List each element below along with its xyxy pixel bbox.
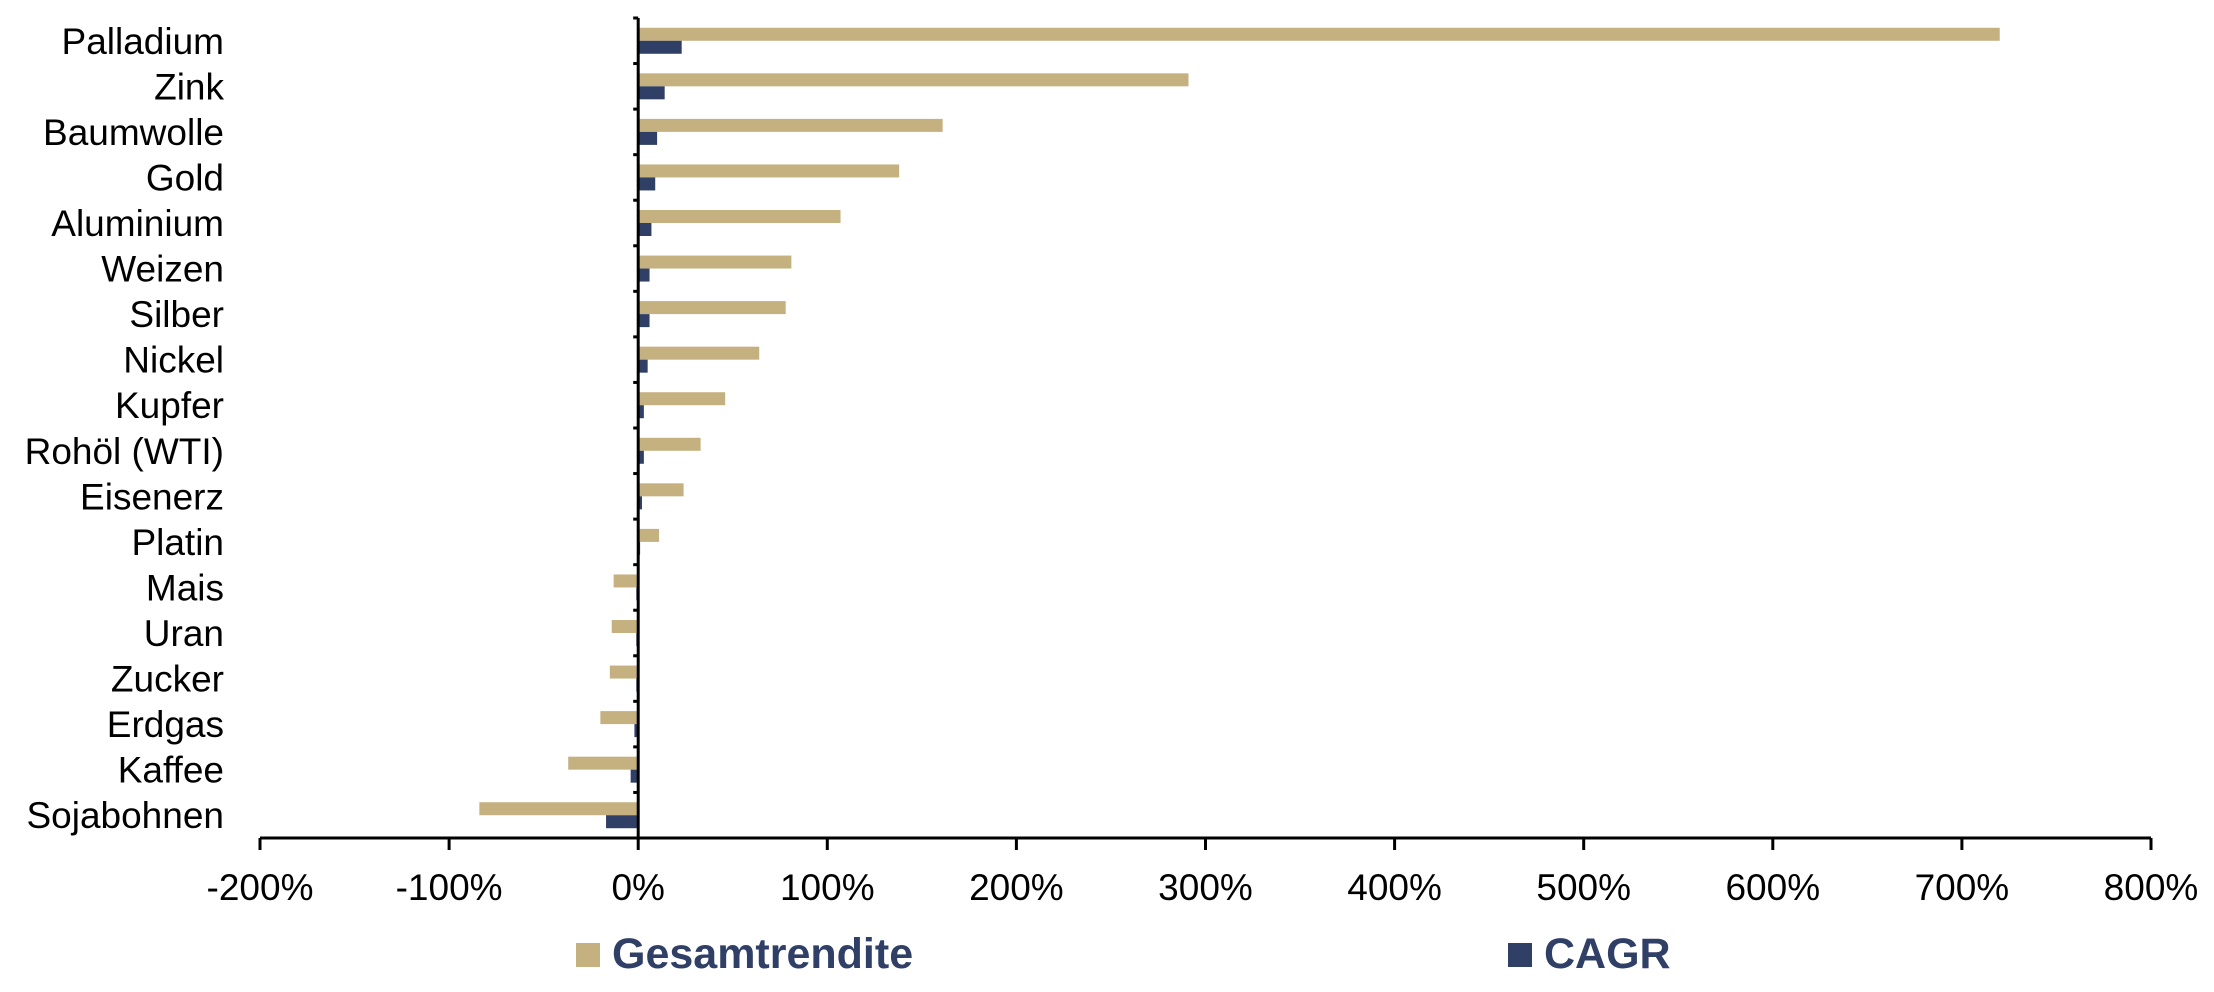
bar-gesamtrendite-16 bbox=[568, 756, 639, 770]
category-label: Mais bbox=[146, 567, 224, 608]
category-label: Sojabohnen bbox=[26, 795, 224, 836]
bar-cagr-17 bbox=[606, 815, 639, 829]
x-tick-labels: -200% -100% 0% 100% 200% 300% 400% 500% 600% 700%… bbox=[207, 867, 2199, 908]
category-label: Eisenerz bbox=[80, 476, 224, 517]
bar-gesamtrendite-11 bbox=[638, 528, 660, 542]
category-label: Zink bbox=[154, 66, 224, 107]
bar-gesamtrendite-7 bbox=[638, 346, 760, 360]
category-label: Kupfer bbox=[115, 385, 224, 426]
category-label: Uran bbox=[144, 613, 224, 654]
bar-cagr-3 bbox=[638, 177, 656, 191]
bar-gesamtrendite-4 bbox=[638, 210, 841, 223]
bar-cagr-1 bbox=[638, 86, 665, 100]
bar-cagr-10 bbox=[638, 496, 642, 510]
legend-swatch-gesamtrendite bbox=[576, 942, 600, 967]
x-tick-label: 600% bbox=[1725, 867, 1820, 908]
bar-gesamtrendite-3 bbox=[638, 164, 900, 178]
bar-gesamtrendite-17 bbox=[479, 802, 639, 816]
x-tick-label: 400% bbox=[1347, 867, 1442, 908]
bar-gesamtrendite-10 bbox=[638, 483, 684, 497]
category-label: Weizen bbox=[101, 249, 224, 290]
bar-gesamtrendite-14 bbox=[609, 665, 639, 679]
category-label: Palladium bbox=[62, 21, 224, 62]
bar-gesamtrendite-9 bbox=[638, 437, 701, 451]
legend-swatch-cagr bbox=[1508, 942, 1532, 967]
bar-gesamtrendite-2 bbox=[638, 118, 943, 132]
bar-cagr-6 bbox=[638, 314, 650, 328]
category-label: Kaffee bbox=[118, 750, 224, 791]
bar-cagr-5 bbox=[638, 268, 650, 282]
category-label: Silber bbox=[129, 294, 224, 335]
category-label: Nickel bbox=[123, 340, 224, 381]
x-tick-label: 300% bbox=[1158, 867, 1253, 908]
bars-group bbox=[479, 27, 2000, 829]
bar-gesamtrendite-6 bbox=[638, 301, 786, 315]
x-tick-label: 700% bbox=[1915, 867, 2010, 908]
legend-item-cagr: CAGR bbox=[1508, 930, 1671, 979]
category-label: Zucker bbox=[111, 659, 224, 700]
bar-gesamtrendite-0 bbox=[638, 27, 2000, 41]
legend-item-gesamtrendite: Gesamtrendite bbox=[576, 930, 913, 979]
bar-cagr-0 bbox=[638, 40, 682, 54]
bar-gesamtrendite-13 bbox=[611, 620, 639, 633]
bar-cagr-9 bbox=[638, 450, 644, 464]
axes-group bbox=[258, 16, 2153, 850]
bar-gesamtrendite-8 bbox=[638, 392, 726, 406]
bar-cagr-7 bbox=[638, 359, 648, 373]
category-label: Rohöl (WTI) bbox=[25, 431, 224, 472]
category-label: Platin bbox=[131, 522, 224, 563]
x-tick-label: -100% bbox=[396, 867, 503, 908]
bar-cagr-16 bbox=[630, 769, 639, 783]
bar-cagr-8 bbox=[638, 405, 644, 419]
bar-gesamtrendite-15 bbox=[600, 711, 639, 725]
x-tick-label: 800% bbox=[2104, 867, 2199, 908]
x-tick-label: -200% bbox=[207, 867, 314, 908]
x-tick-label: 100% bbox=[780, 867, 875, 908]
bar-cagr-2 bbox=[638, 131, 658, 145]
x-tick-label: 500% bbox=[1536, 867, 1631, 908]
category-label: Aluminium bbox=[51, 203, 224, 244]
category-label: Gold bbox=[146, 157, 224, 198]
bar-cagr-4 bbox=[638, 223, 652, 236]
bar-gesamtrendite-1 bbox=[638, 73, 1189, 87]
legend-label-gesamtrendite: Gesamtrendite bbox=[612, 930, 914, 978]
bar-gesamtrendite-5 bbox=[638, 255, 792, 269]
legend-label-cagr: CAGR bbox=[1544, 930, 1671, 978]
x-tick-label: 200% bbox=[969, 867, 1064, 908]
category-label: Baumwolle bbox=[43, 112, 224, 153]
x-tick-label: 0% bbox=[611, 867, 664, 908]
bar-cagr-15 bbox=[634, 724, 639, 738]
bar-gesamtrendite-12 bbox=[613, 574, 639, 588]
category-label: Erdgas bbox=[107, 704, 224, 745]
